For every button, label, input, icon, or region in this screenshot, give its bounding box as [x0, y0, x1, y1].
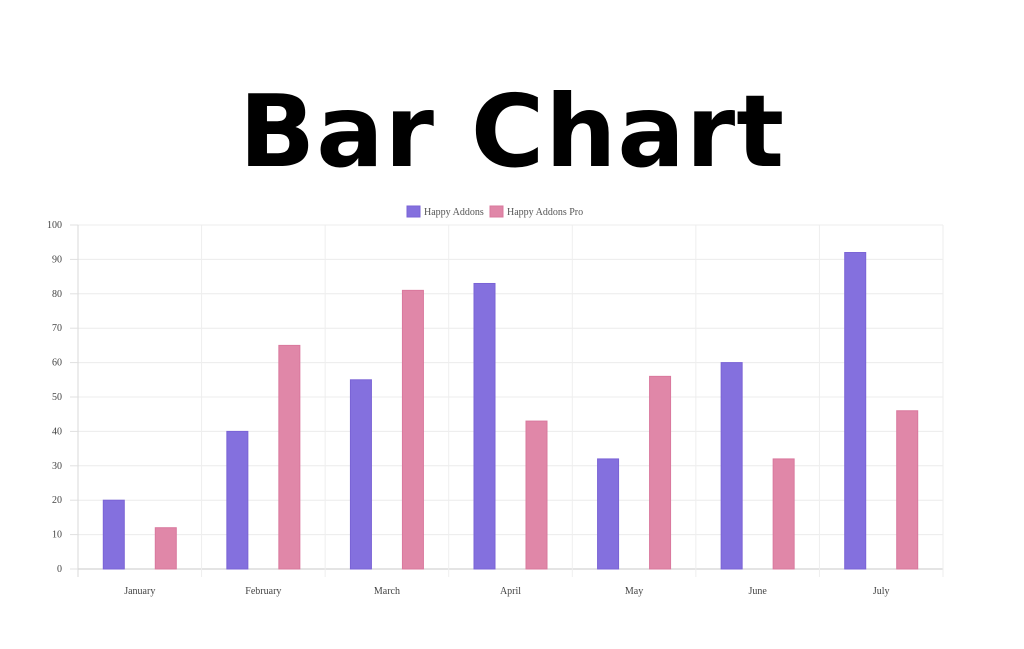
y-tick-label: 100 [47, 220, 62, 231]
y-tick-label: 60 [52, 358, 62, 369]
x-tick-label: June [748, 586, 767, 597]
legend-label: Happy Addons [424, 207, 484, 218]
legend-item-happy-addons-pro[interactable]: Happy Addons Pro [489, 205, 583, 218]
y-tick-label: 40 [52, 426, 62, 437]
bar-happy-addons-pro-march[interactable] [401, 289, 424, 570]
y-axis-ticks: 0 10 20 30 40 50 60 70 80 90 100 [47, 220, 62, 575]
bar-happy-addons-january[interactable] [102, 499, 125, 570]
y-tick-label: 10 [52, 530, 62, 541]
legend[interactable]: Happy Addons Happy Addons Pro [406, 205, 583, 218]
x-tick-label: January [124, 586, 155, 597]
legend-label: Happy Addons Pro [507, 207, 583, 218]
x-tick-label: July [873, 586, 890, 597]
bar-happy-addons-pro-january[interactable] [154, 527, 177, 570]
legend-item-happy-addons[interactable]: Happy Addons [406, 205, 484, 218]
bar-happy-addons-pro-february[interactable] [278, 344, 301, 570]
x-tick-label: April [500, 586, 521, 597]
y-tick-label: 0 [57, 564, 62, 575]
y-tick-label: 50 [52, 392, 62, 403]
y-tick-label: 30 [52, 461, 62, 472]
bar-happy-addons-june[interactable] [720, 362, 743, 570]
bar-happy-addons-april[interactable] [473, 282, 496, 570]
x-tick-label: February [245, 586, 281, 597]
bar-happy-addons-july[interactable] [844, 252, 867, 570]
bar-happy-addons-february[interactable] [226, 430, 249, 570]
y-tick-label: 90 [52, 254, 62, 265]
x-tick-label: May [625, 586, 643, 597]
legend-swatch [489, 205, 504, 218]
y-tick-label: 80 [52, 289, 62, 300]
bar-happy-addons-pro-may[interactable] [649, 375, 672, 570]
bar-happy-addons-pro-july[interactable] [896, 410, 919, 570]
legend-swatch [406, 205, 421, 218]
y-tick-label: 70 [52, 323, 62, 334]
bar-happy-addons-pro-june[interactable] [772, 458, 795, 570]
axes [70, 224, 78, 570]
bars [102, 252, 919, 570]
grid [77, 224, 944, 577]
x-axis-labels: January February March April May June July [124, 586, 889, 597]
y-tick-label: 20 [52, 495, 62, 506]
bar-happy-addons-march[interactable] [349, 379, 372, 570]
bar-happy-addons-may[interactable] [597, 458, 620, 570]
x-tick-label: March [374, 586, 400, 597]
bar-happy-addons-pro-april[interactable] [525, 420, 548, 570]
page-title: Bar Chart [238, 73, 785, 190]
